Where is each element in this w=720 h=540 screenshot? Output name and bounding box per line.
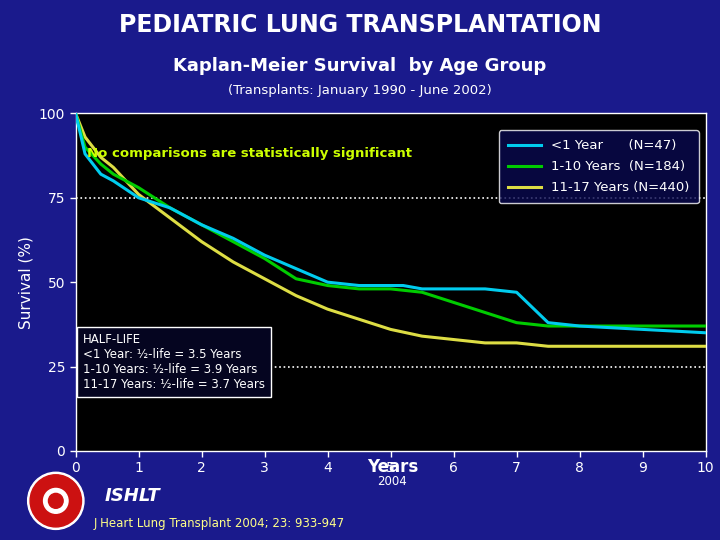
Text: PEDIATRIC LUNG TRANSPLANTATION: PEDIATRIC LUNG TRANSPLANTATION	[119, 14, 601, 37]
Legend: <1 Year      (N=47), 1-10 Years  (N=184), 11-17 Years (N=440): <1 Year (N=47), 1-10 Years (N=184), 11-1…	[499, 130, 699, 204]
Text: HALF-LIFE
<1 Year: ½-life = 3.5 Years
1-10 Years: ½-life = 3.9 Years
11-17 Years: HALF-LIFE <1 Year: ½-life = 3.5 Years 1-…	[84, 333, 265, 391]
Text: J Heart Lung Transplant 2004; 23: 933-947: J Heart Lung Transplant 2004; 23: 933-94…	[94, 517, 345, 530]
Circle shape	[44, 488, 68, 513]
Text: No comparisons are statistically significant: No comparisons are statistically signifi…	[87, 147, 412, 160]
Text: ISHLT: ISHLT	[104, 487, 160, 505]
Circle shape	[30, 475, 81, 527]
Circle shape	[48, 494, 63, 508]
Circle shape	[27, 472, 84, 529]
Text: Kaplan-Meier Survival  by Age Group: Kaplan-Meier Survival by Age Group	[174, 57, 546, 75]
Text: 2004: 2004	[377, 475, 408, 488]
Y-axis label: Survival (%): Survival (%)	[18, 236, 33, 328]
Text: (Transplants: January 1990 - June 2002): (Transplants: January 1990 - June 2002)	[228, 84, 492, 97]
Text: Years: Years	[366, 458, 418, 476]
